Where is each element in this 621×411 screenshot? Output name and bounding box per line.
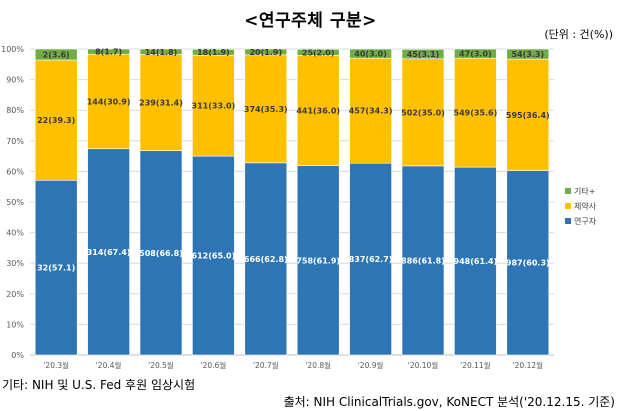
- bar-segment: [244, 48, 288, 56]
- x-tick-label: '20.12월: [513, 360, 544, 370]
- bar-segment: [87, 48, 130, 55]
- y-tick-label: 10%: [6, 320, 24, 329]
- data-label: 374(35.3): [244, 105, 288, 114]
- data-label: 47(3.0): [459, 50, 492, 59]
- x-tick-label: '20.9월: [358, 360, 384, 370]
- data-label: 837(62.7): [349, 255, 393, 264]
- data-label: 18(1.9): [197, 48, 230, 57]
- bar-segment: [349, 48, 392, 59]
- legend-label: 기타+: [574, 187, 595, 196]
- y-tick-label: 90%: [6, 76, 24, 85]
- data-label: 441(36.0): [296, 107, 340, 116]
- bar-segment: [296, 49, 340, 56]
- data-label: 20(1.9): [249, 48, 282, 57]
- data-label: 14(1.8): [145, 48, 178, 57]
- data-label: 886(61.8): [401, 256, 445, 265]
- bar-segment: [192, 54, 235, 157]
- bar-segment: [87, 53, 130, 150]
- data-label: 32(57.1): [37, 264, 75, 273]
- x-tick-label: '20.7월: [253, 360, 279, 370]
- data-label: 987(60.3): [506, 259, 550, 268]
- bar-segment: [139, 54, 183, 151]
- data-label: 45(3.1): [407, 50, 440, 59]
- data-label: 8(1.7): [95, 48, 122, 57]
- x-tick-label: '20.8월: [305, 360, 331, 370]
- bar-segment: [244, 162, 288, 356]
- y-tick-label: 70%: [6, 137, 24, 146]
- y-tick-label: 100%: [1, 45, 24, 54]
- unit-note: (단위 : 건(%)): [544, 28, 613, 41]
- data-label: 549(35.6): [454, 109, 498, 118]
- bar-segment: [139, 48, 183, 55]
- y-tick-label: 30%: [6, 259, 24, 268]
- data-label: 314(67.4): [87, 248, 131, 257]
- bar-segment: [506, 58, 550, 171]
- bar-segment: [401, 58, 445, 167]
- footnote: 기타: NIH 및 U.S. Fed 후원 임상시험: [2, 378, 196, 392]
- x-tick-label: '20.10월: [408, 360, 439, 370]
- bar-segment: [87, 148, 130, 356]
- legend-swatch: [565, 188, 571, 194]
- bar-segment: [454, 48, 497, 59]
- bar-segment: [349, 57, 392, 164]
- bar-segment: [244, 54, 288, 164]
- bar-segment: [506, 48, 550, 60]
- bar-segment: [454, 57, 497, 168]
- data-label: 948(61.4): [454, 257, 498, 266]
- y-tick-label: 60%: [6, 167, 24, 176]
- data-label: 22(39.3): [37, 116, 75, 125]
- bar-segment: [506, 170, 550, 356]
- bar-segment: [349, 162, 392, 356]
- legend-label: 연구자: [574, 217, 597, 226]
- data-label: 508(66.8): [139, 249, 183, 258]
- x-tick-label: '20.5월: [148, 360, 174, 370]
- data-label: 612(65.0): [192, 252, 236, 261]
- chart-title: <연구주체 구분>: [244, 11, 377, 31]
- bar-segment: [192, 49, 235, 56]
- x-tick-label: '20.11월: [460, 360, 491, 370]
- x-tick-label: '20.4월: [96, 360, 122, 370]
- bar-segment: [296, 55, 340, 166]
- legend-swatch: [565, 218, 571, 224]
- data-label: 758(61.9): [296, 256, 340, 265]
- data-label: 144(30.9): [87, 97, 131, 106]
- data-label: 457(34.3): [349, 107, 393, 116]
- bar-segment: [454, 166, 497, 356]
- y-tick-label: 40%: [6, 229, 24, 238]
- legend-label: 제약사: [574, 201, 597, 211]
- data-label: 311(33.0): [192, 102, 236, 111]
- bar-segment: [296, 165, 340, 356]
- bar-segment: [139, 150, 183, 356]
- data-label: 54(3.3): [511, 50, 544, 59]
- bar-segment: [192, 155, 235, 356]
- bar-segment: [34, 59, 78, 181]
- x-tick-label: '20.3월: [43, 360, 69, 370]
- data-label: 40(3.0): [354, 50, 387, 59]
- bar-segment: [401, 49, 445, 60]
- bar-segment: [34, 48, 78, 61]
- data-label: 239(31.4): [139, 99, 183, 108]
- y-tick-label: 0%: [11, 351, 24, 360]
- data-label: 2(3.6): [43, 51, 70, 60]
- y-tick-label: 20%: [6, 290, 24, 299]
- data-label: 666(62.8): [244, 255, 288, 264]
- data-label: 502(35.0): [401, 108, 445, 117]
- bar-segment: [34, 179, 78, 356]
- x-tick-label: '20.6월: [201, 360, 227, 370]
- y-tick-label: 50%: [6, 198, 24, 207]
- data-label: 25(2.0): [302, 48, 335, 57]
- bar-segment: [401, 165, 445, 356]
- legend-swatch: [565, 203, 571, 209]
- y-tick-label: 80%: [6, 106, 24, 115]
- source-note: 출처: NIH ClinicalTrials.gov, KoNECT 분석('2…: [283, 395, 615, 409]
- data-label: 595(36.4): [506, 111, 550, 120]
